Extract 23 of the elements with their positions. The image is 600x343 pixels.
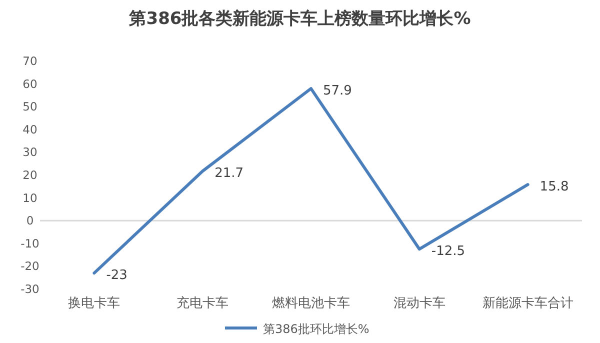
y-tick-label: 70 bbox=[22, 54, 38, 68]
y-tick-label: 10 bbox=[22, 190, 38, 205]
y-tick-label: 30 bbox=[22, 145, 38, 160]
data-label: 15.8 bbox=[540, 180, 569, 195]
data-label: -23 bbox=[106, 268, 128, 284]
data-label: 21.7 bbox=[214, 166, 244, 182]
y-tick-label: -20 bbox=[20, 259, 40, 274]
y-tick-label: 50 bbox=[22, 100, 38, 114]
y-tick-label: 60 bbox=[22, 76, 38, 91]
data-label: 57.9 bbox=[323, 84, 352, 99]
chart-title: 第386批各类新能源卡车上榜数量环比增长% bbox=[128, 9, 471, 29]
x-tick-label: 充电卡车 bbox=[176, 296, 229, 311]
y-tick-label: 0 bbox=[26, 214, 34, 228]
y-tick-label: -10 bbox=[20, 236, 40, 250]
legend-label: 第386批环比增长% bbox=[263, 322, 370, 336]
x-tick-label: 新能源卡车合计 bbox=[482, 296, 574, 311]
x-tick-label: 燃料电池卡车 bbox=[272, 296, 350, 311]
data-label: -12.5 bbox=[431, 244, 466, 260]
y-tick-label: 40 bbox=[22, 122, 38, 136]
y-tick-label: 20 bbox=[22, 168, 38, 182]
x-tick-label: 混动卡车 bbox=[393, 296, 446, 311]
x-tick-label: 换电卡车 bbox=[68, 296, 120, 311]
y-tick-label: -30 bbox=[20, 282, 40, 296]
